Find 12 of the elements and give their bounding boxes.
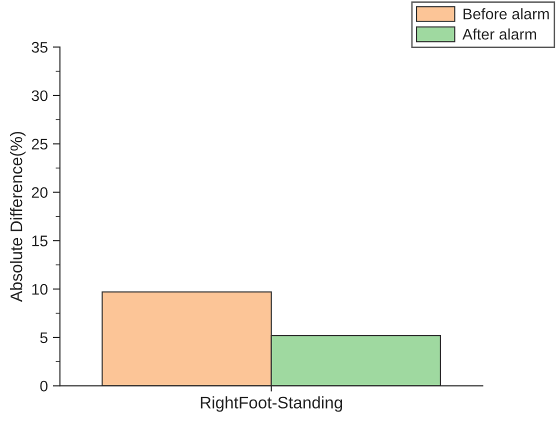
y-tick-label: 30	[32, 90, 48, 102]
x-tick-label: RightFoot-Standing	[200, 396, 342, 412]
y-tick-label: 10	[32, 284, 48, 295]
legend-label: Before alarm	[464, 8, 549, 20]
y-tick-label: 20	[32, 187, 48, 198]
y-tick-label: 5	[40, 332, 48, 344]
y-axis-title: Absolute Difference(%)	[10, 132, 26, 302]
y-tick-label: 25	[32, 138, 48, 150]
y-tick-label: 0	[40, 380, 48, 392]
y-tick-label: 15	[32, 236, 48, 246]
legend-label: After alarm	[462, 28, 536, 40]
y-tick-label: 35	[32, 42, 48, 53]
